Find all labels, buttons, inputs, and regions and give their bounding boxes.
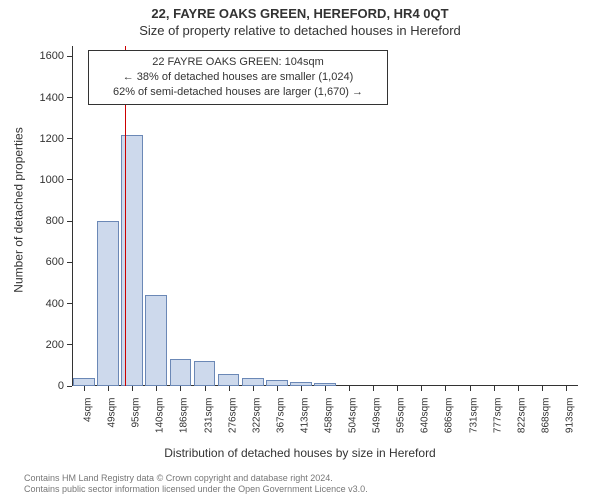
- footer: Contains HM Land Registry data © Crown c…: [24, 473, 368, 496]
- x-tick-mark: [84, 386, 85, 391]
- y-tick-mark: [67, 179, 72, 180]
- y-tick-mark: [67, 303, 72, 304]
- x-tick-label: 777sqm: [492, 398, 503, 434]
- y-tick-label: 800: [46, 215, 64, 227]
- x-tick-mark: [156, 386, 157, 391]
- chart-title-address: 22, FAYRE OAKS GREEN, HEREFORD, HR4 0QT: [0, 0, 600, 21]
- y-tick-mark: [67, 56, 72, 57]
- x-axis-label: Distribution of detached houses by size …: [0, 446, 600, 460]
- x-tick-label: 504sqm: [348, 398, 359, 434]
- y-tick-mark: [67, 344, 72, 345]
- x-tick-mark: [205, 386, 206, 391]
- y-tick-mark: [67, 97, 72, 98]
- y-tick-mark: [67, 262, 72, 263]
- histogram-bar: [145, 295, 167, 386]
- x-tick-mark: [542, 386, 543, 391]
- x-tick-mark: [373, 386, 374, 391]
- y-tick-mark: [67, 221, 72, 222]
- y-tick-label: 1000: [40, 174, 64, 186]
- x-tick-mark: [180, 386, 181, 391]
- x-tick-label: 367sqm: [275, 398, 286, 434]
- x-tick-mark: [108, 386, 109, 391]
- y-tick-label: 400: [46, 298, 64, 310]
- x-tick-mark: [445, 386, 446, 391]
- x-tick-mark: [470, 386, 471, 391]
- x-tick-mark: [421, 386, 422, 391]
- footer-line2: Contains public sector information licen…: [24, 484, 368, 496]
- x-tick-label: 640sqm: [420, 398, 431, 434]
- y-axis-line: [72, 46, 73, 386]
- y-tick-label: 1200: [40, 133, 64, 145]
- x-tick-mark: [132, 386, 133, 391]
- x-tick-label: 4sqm: [83, 398, 94, 422]
- y-tick-label: 1600: [40, 50, 64, 62]
- x-tick-label: 549sqm: [372, 398, 383, 434]
- histogram-bar: [194, 361, 216, 386]
- x-tick-mark: [301, 386, 302, 391]
- histogram-bar: [170, 359, 192, 386]
- x-tick-mark: [349, 386, 350, 391]
- x-tick-mark: [253, 386, 254, 391]
- x-tick-label: 868sqm: [540, 398, 551, 434]
- x-tick-mark: [518, 386, 519, 391]
- x-tick-label: 186sqm: [179, 398, 190, 434]
- x-tick-mark: [397, 386, 398, 391]
- histogram-bar: [97, 221, 119, 386]
- histogram-bar: [73, 378, 95, 386]
- x-tick-label: 276sqm: [227, 398, 238, 434]
- y-axis-label: Number of detached properties: [12, 127, 26, 292]
- y-tick-label: 1400: [40, 92, 64, 104]
- x-tick-mark: [277, 386, 278, 391]
- x-tick-label: 231sqm: [203, 398, 214, 434]
- info-box: 22 FAYRE OAKS GREEN: 104sqm ← 38% of det…: [88, 50, 388, 105]
- x-tick-label: 913sqm: [564, 398, 575, 434]
- info-box-line1: 22 FAYRE OAKS GREEN: 104sqm: [97, 55, 379, 70]
- x-tick-mark: [566, 386, 567, 391]
- x-tick-label: 95sqm: [131, 398, 142, 428]
- x-tick-label: 595sqm: [396, 398, 407, 434]
- y-tick-label: 0: [58, 380, 64, 392]
- x-tick-label: 322sqm: [251, 398, 262, 434]
- chart-title-subtitle: Size of property relative to detached ho…: [0, 21, 600, 38]
- y-tick-label: 600: [46, 256, 64, 268]
- x-tick-label: 140sqm: [155, 398, 166, 434]
- x-tick-mark: [325, 386, 326, 391]
- footer-line1: Contains HM Land Registry data © Crown c…: [24, 473, 368, 485]
- y-tick-label: 200: [46, 339, 64, 351]
- x-tick-label: 458sqm: [324, 398, 335, 434]
- x-tick-mark: [494, 386, 495, 391]
- chart-container: { "titles": { "line1": "22, FAYRE OAKS G…: [0, 0, 600, 500]
- info-box-line2: ← 38% of detached houses are smaller (1,…: [97, 70, 379, 85]
- x-tick-label: 822sqm: [516, 398, 527, 434]
- info-box-line3: 62% of semi-detached houses are larger (…: [97, 85, 379, 100]
- x-tick-label: 731sqm: [468, 398, 479, 434]
- histogram-bar: [218, 374, 240, 386]
- y-tick-mark: [67, 138, 72, 139]
- y-tick-mark: [67, 386, 72, 387]
- x-tick-label: 49sqm: [107, 398, 118, 428]
- x-tick-label: 413sqm: [299, 398, 310, 434]
- histogram-bar: [242, 378, 264, 386]
- x-tick-label: 686sqm: [444, 398, 455, 434]
- x-tick-mark: [229, 386, 230, 391]
